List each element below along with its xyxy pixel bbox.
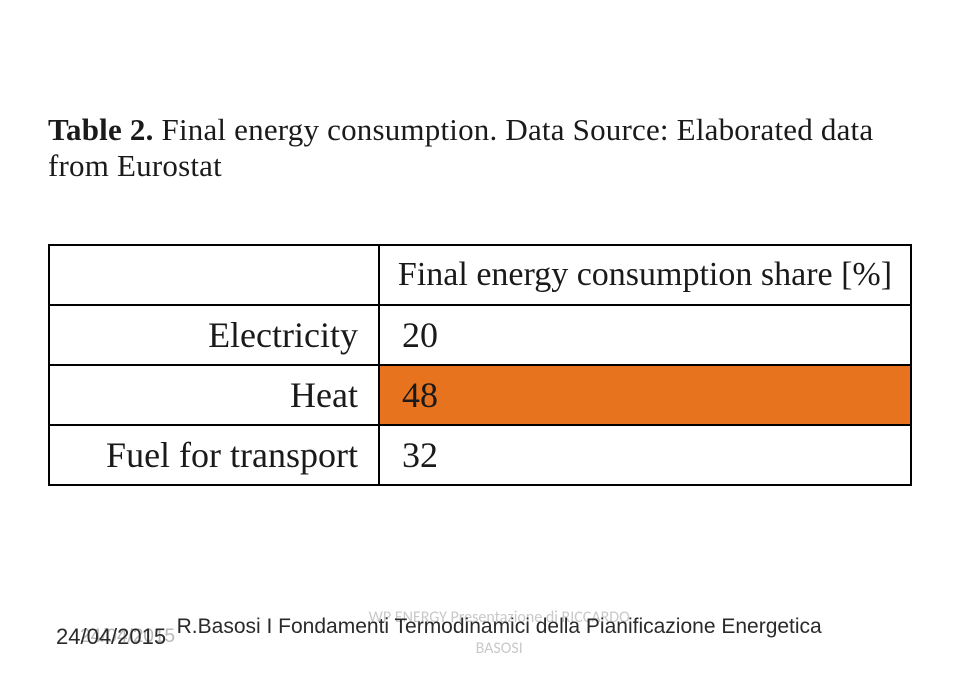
row-value: 48 [379,365,911,425]
table-row: Electricity 20 [49,305,911,365]
row-value: 32 [379,425,911,485]
footer-date: 24/04/2015 [56,624,166,650]
footer-center: WP ENERGY Presentazione di RICCARDO R.Ba… [177,609,822,658]
row-label: Fuel for transport [49,425,379,485]
row-label: Electricity [49,305,379,365]
header-value: Final energy consumption share [%] [379,245,911,305]
slide-footer: 24/04/2015 24/04/2015 WP ENERGY Presenta… [0,624,960,658]
table-caption: Table 2. Final energy consumption. Data … [48,112,912,184]
row-label: Heat [49,365,379,425]
energy-table: Final energy consumption share [%] Elect… [48,244,912,486]
table-row: Fuel for transport 32 [49,425,911,485]
caption-text: Final energy consumption. Data Source: E… [48,112,873,183]
row-value: 20 [379,305,911,365]
table-header-row: Final energy consumption share [%] [49,245,911,305]
header-empty [49,245,379,305]
table-row: Heat 48 [49,365,911,425]
slide-page: Table 2. Final energy consumption. Data … [0,0,960,680]
footer-main-line: R.Basosi I Fondamenti Termodinamici dell… [177,615,822,639]
footer-ghost-line-2: BASOSI [177,640,822,658]
caption-label: Table 2. [48,112,154,147]
